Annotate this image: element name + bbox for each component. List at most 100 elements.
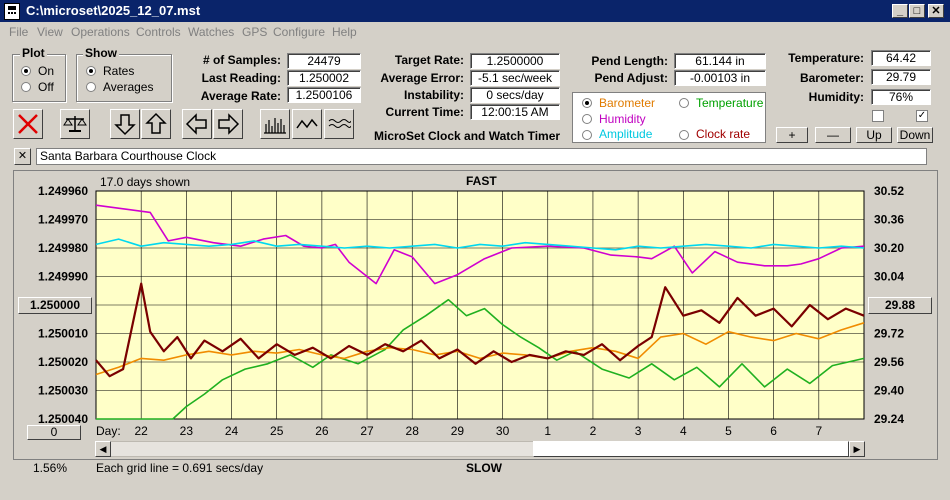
barometer-radio[interactable] — [582, 98, 592, 108]
flat-wave-button[interactable] — [324, 109, 354, 139]
scroll-value-button[interactable]: 0 — [27, 425, 81, 440]
scroll-left-button[interactable]: ◀ — [95, 441, 111, 457]
left-tick-label: 1.250030 — [38, 384, 88, 398]
show-group — [76, 54, 172, 102]
humidity-radio[interactable] — [582, 114, 592, 124]
show-group-title: Show — [83, 46, 119, 60]
day-tick-label: 3 — [635, 424, 642, 438]
line-wave-icon — [296, 118, 318, 129]
plot-off-label: Off — [38, 80, 54, 94]
day-tick-label: 1 — [544, 424, 551, 438]
temperature-option-label: Temperature — [696, 96, 764, 110]
day-tick-label: 25 — [270, 424, 284, 438]
clock-name-input[interactable]: Santa Barbara Courthouse Clock — [36, 148, 927, 165]
menu-view[interactable]: View — [37, 25, 63, 39]
right-tick-label: 30.04 — [874, 270, 904, 284]
series-amplitude — [95, 238, 865, 251]
arrow-left-button[interactable] — [182, 109, 212, 139]
close-clock-button[interactable]: ✕ — [14, 148, 31, 165]
instability-field: 0 secs/day — [470, 87, 560, 103]
arrow-left-icon — [185, 113, 207, 135]
down-button[interactable]: Down — [897, 127, 933, 143]
title-bar: C:\microset\2025_12_07.mst _ □ ✕ — [0, 0, 950, 22]
day-tick-label: 27 — [360, 424, 374, 438]
scroll-right-button[interactable]: ▶ — [849, 441, 865, 457]
last-reading-label: Last Reading: — [201, 71, 281, 85]
arrow-up-icon — [145, 112, 167, 134]
show-rates-radio[interactable] — [86, 66, 96, 76]
stop-icon — [18, 114, 38, 134]
balance-scale-icon — [63, 116, 87, 132]
sensor-select-box: Barometer Temperature Humidity Amplitude… — [572, 92, 766, 143]
show-averages-radio[interactable] — [86, 82, 96, 92]
pend-adjust-field: -0.00103 in — [674, 70, 766, 86]
pend-length-field[interactable]: 61.144 in — [674, 53, 766, 69]
day-tick-label: 6 — [770, 424, 777, 438]
checkbox-2[interactable]: ✓ — [916, 110, 928, 122]
plot-on-label: On — [38, 64, 55, 78]
pend-adjust-label: Pend Adjust: — [594, 71, 668, 85]
menu-watches[interactable]: Watches — [188, 25, 235, 39]
fast-label: FAST — [466, 174, 497, 188]
maximize-button[interactable]: □ — [909, 4, 925, 18]
clock-rate-option-label: Clock rate — [696, 127, 751, 141]
instability-label: Instability: — [403, 88, 464, 102]
pend-length-label: Pend Length: — [591, 54, 668, 68]
plus-button[interactable]: + — [776, 127, 808, 143]
flat-wave-icon — [328, 119, 351, 128]
target-rate-label: Target Rate: — [394, 53, 464, 67]
menu-gps[interactable]: GPS — [242, 25, 268, 39]
menu-operations[interactable]: Operations — [71, 25, 130, 39]
left-marker-button[interactable]: 1.250000 — [18, 297, 92, 314]
day-tick-label: 5 — [725, 424, 732, 438]
close-window-button[interactable]: ✕ — [928, 4, 944, 18]
menu-configure[interactable]: Configure — [273, 25, 326, 39]
arrow-right-icon — [218, 113, 240, 135]
day-tick-label: 29 — [451, 424, 465, 438]
average-rate-field: 1.2500106 — [287, 87, 361, 103]
up-button[interactable]: Up — [856, 127, 892, 143]
app-icon — [4, 3, 20, 20]
target-rate-field[interactable]: 1.2500000 — [470, 53, 560, 69]
temperature-label: Temperature: — [788, 51, 864, 65]
arrow-up-button[interactable] — [141, 109, 171, 139]
bar-chart-button[interactable] — [260, 109, 290, 139]
window-title: C:\microset\2025_12_07.mst — [26, 3, 201, 18]
line-wave-button[interactable] — [292, 109, 322, 139]
menu-file[interactable]: File — [9, 25, 29, 39]
balance-button[interactable] — [60, 109, 90, 139]
app-caption: MicroSet Clock and Watch Timer — [374, 129, 561, 143]
average-rate-label: Average Rate: — [200, 89, 281, 103]
arrow-down-button[interactable] — [110, 109, 140, 139]
last-reading-field: 1.250002 — [287, 70, 361, 86]
clock-rate-radio[interactable] — [679, 130, 689, 140]
day-tick-label: 28 — [406, 424, 420, 438]
plot-off-radio[interactable] — [21, 82, 31, 92]
show-averages-label: Averages — [103, 80, 154, 94]
scroll-thumb[interactable] — [533, 441, 849, 457]
bar-chart-icon — [264, 118, 286, 134]
right-tick-label: 30.36 — [874, 213, 904, 227]
stop-button[interactable] — [13, 109, 43, 139]
series-barometer — [95, 322, 865, 376]
current-time-field: 12:00:15 AM — [470, 104, 560, 120]
slow-label: SLOW — [466, 461, 502, 475]
amplitude-radio[interactable] — [582, 130, 592, 140]
menu-help[interactable]: Help — [332, 25, 357, 39]
menu-controls[interactable]: Controls — [136, 25, 181, 39]
day-tick-label: 2 — [590, 424, 597, 438]
checkbox-1[interactable] — [872, 110, 884, 122]
plot-on-radio[interactable] — [21, 66, 31, 76]
humidity-field: 76% — [871, 89, 931, 105]
barometer-label: Barometer: — [799, 71, 864, 85]
minimize-button[interactable]: _ — [892, 4, 908, 18]
minus-button[interactable]: — — [815, 127, 851, 143]
plot-frame — [13, 170, 938, 460]
left-tick-label: 1.249970 — [38, 213, 88, 227]
arrow-down-icon — [114, 114, 136, 136]
arrow-right-button[interactable] — [213, 109, 243, 139]
temperature-radio[interactable] — [679, 98, 689, 108]
left-tick-label: 1.249980 — [38, 241, 88, 255]
right-marker-button[interactable]: 29.88 — [868, 297, 932, 314]
